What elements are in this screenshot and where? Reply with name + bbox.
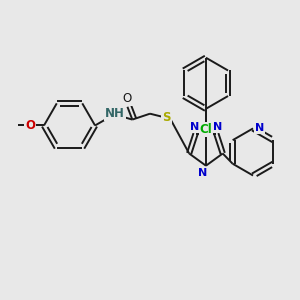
- Text: Cl: Cl: [200, 123, 212, 136]
- Text: N: N: [255, 123, 265, 134]
- Text: S: S: [162, 111, 171, 124]
- Text: NH: NH: [105, 107, 124, 120]
- Text: O: O: [25, 119, 35, 132]
- Text: N: N: [213, 122, 222, 132]
- Text: O: O: [123, 92, 132, 106]
- Text: N: N: [190, 122, 199, 132]
- Text: N: N: [198, 168, 208, 178]
